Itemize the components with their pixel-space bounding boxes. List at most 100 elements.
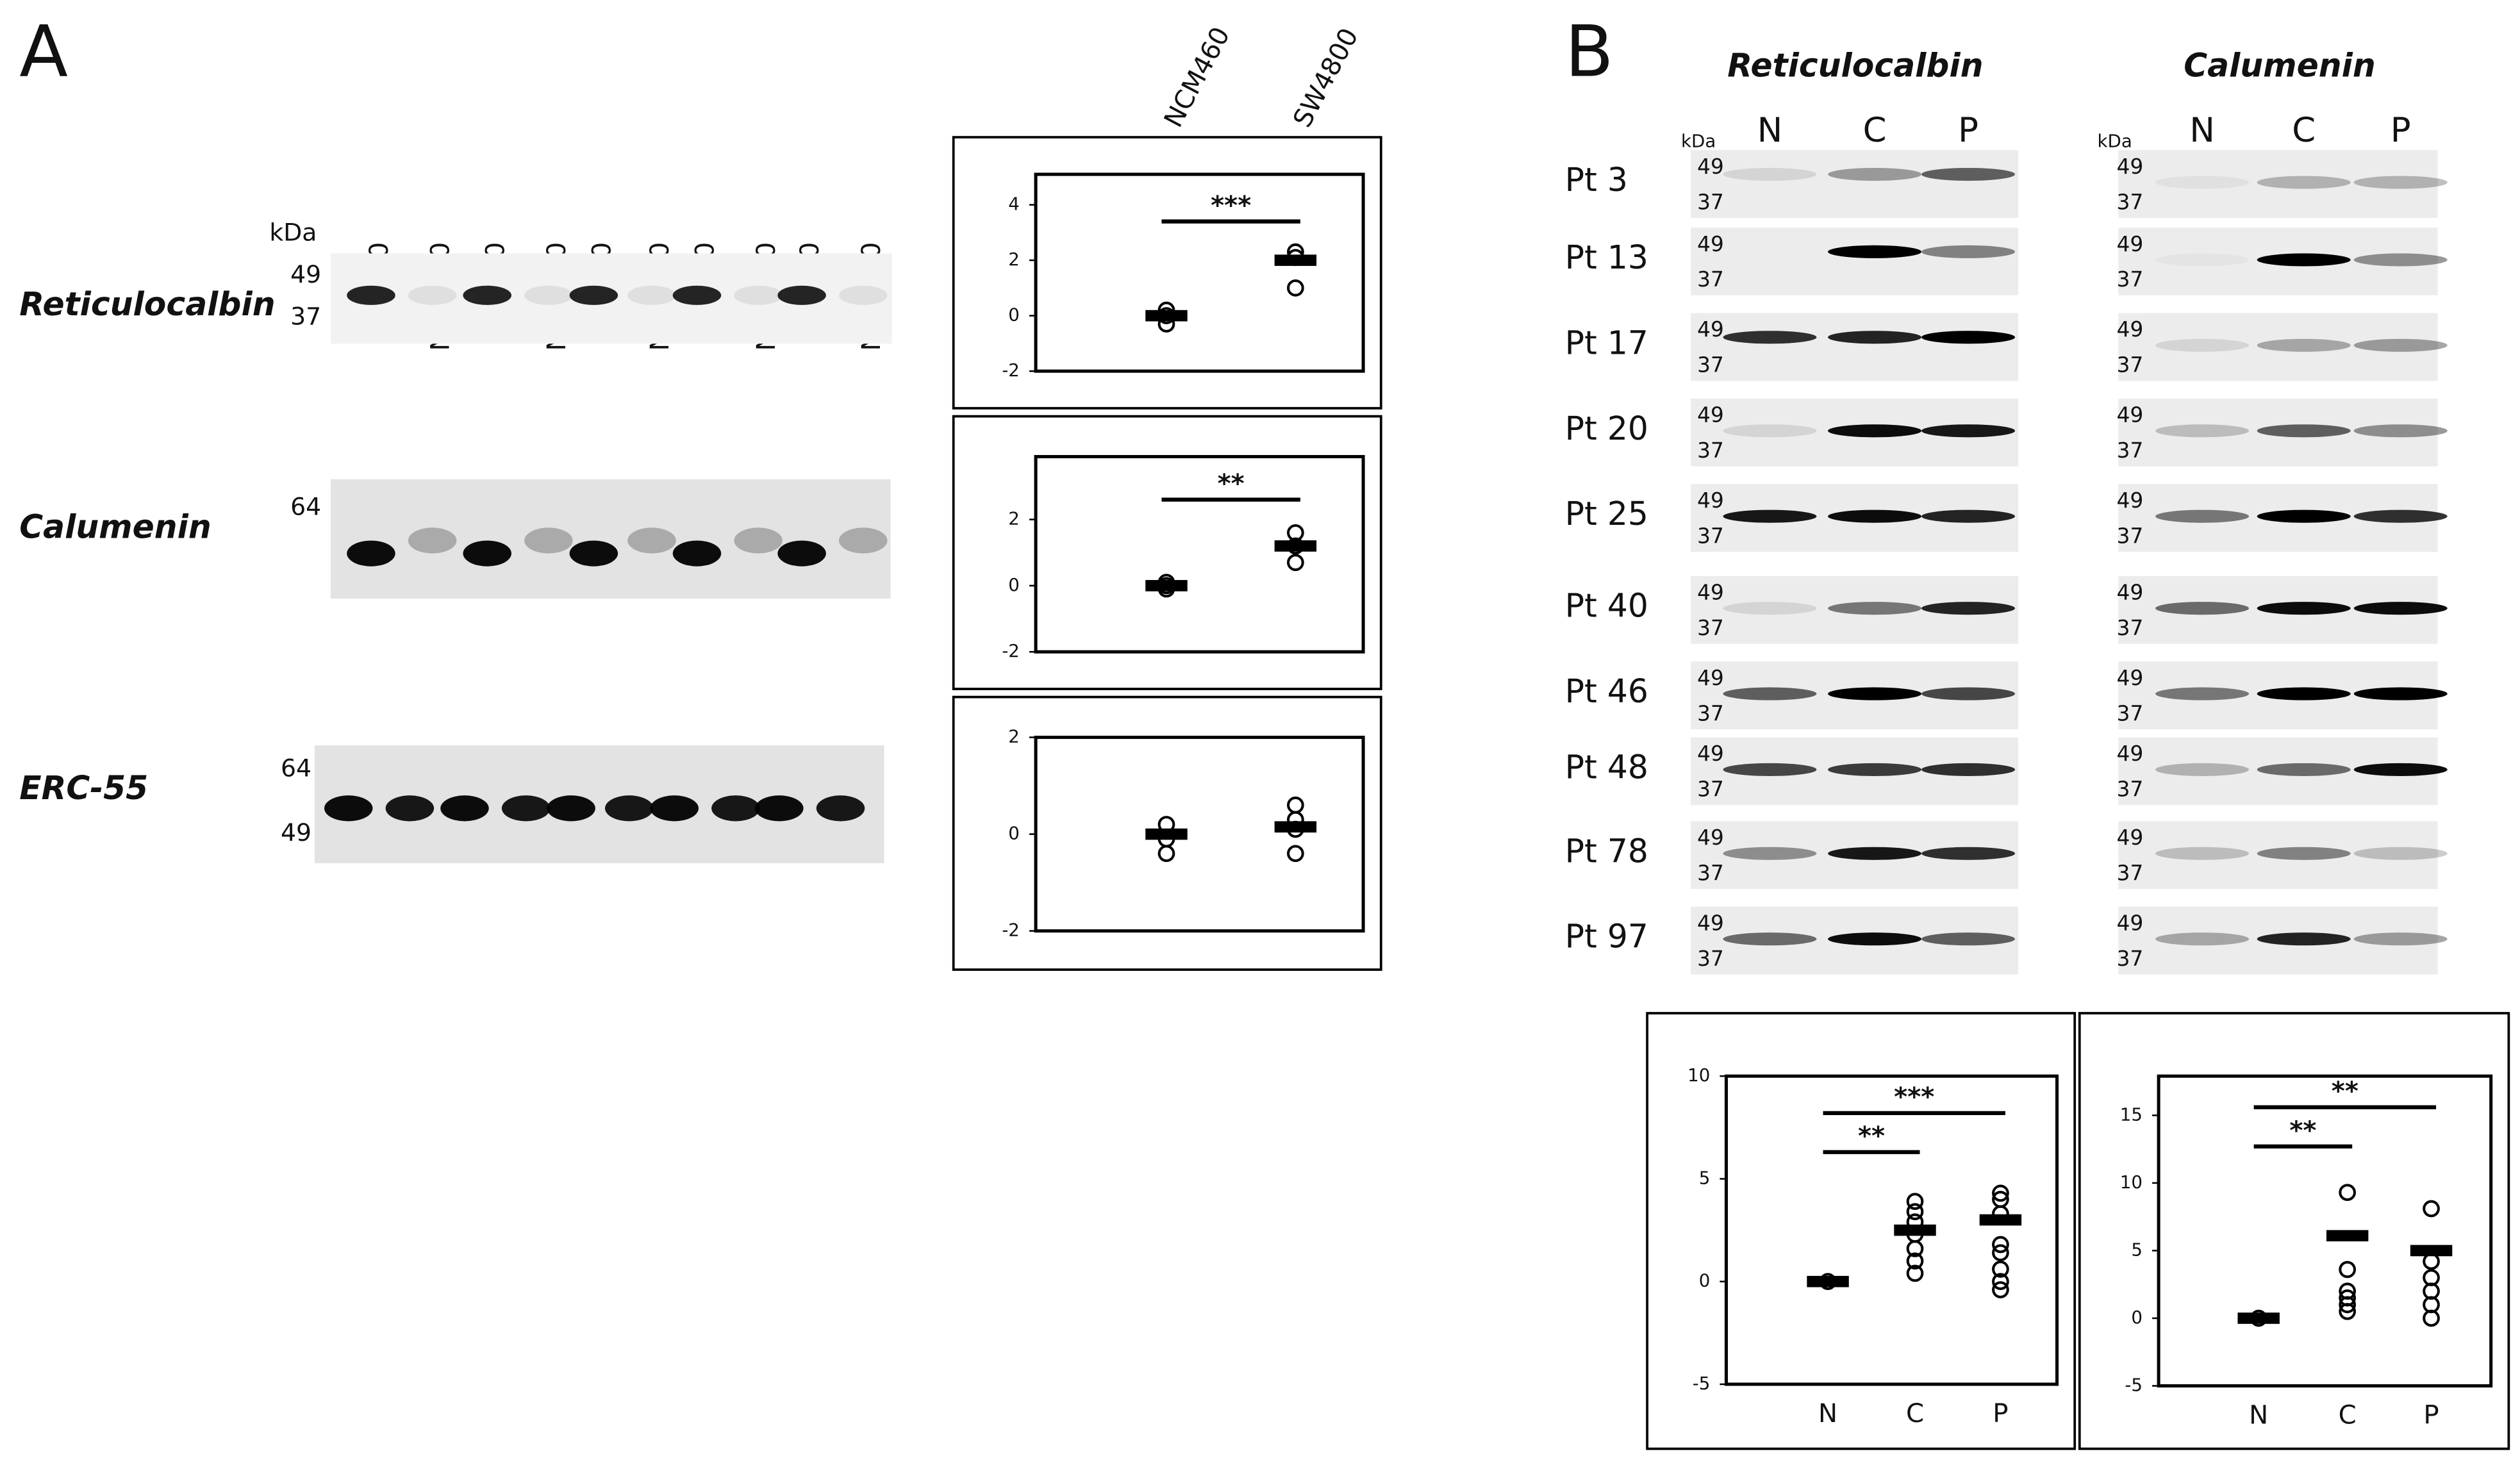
band [1921,847,2016,860]
marker-label: 49 [2117,825,2144,850]
band [547,795,595,822]
kda-label: kDa [269,219,317,247]
y-tick-label: 4 [1008,194,1020,215]
y-tick-label: 0 [2131,1307,2143,1328]
band [440,795,489,822]
band [711,795,760,822]
band [569,285,618,305]
band [1921,245,2016,258]
y-tick-label: -2 [1002,360,1020,381]
band [1828,932,1922,946]
data-point [1992,1244,2009,1262]
significance-label: *** [1894,1082,1934,1112]
marker-label: 49 [2117,666,2144,690]
marker-label: 49 [2117,488,2144,513]
patient-label: Pt 48 [1565,748,1648,786]
data-point [2339,1296,2356,1314]
data-point [2423,1309,2440,1327]
patient-label: Pt 78 [1565,832,1648,870]
band [2353,176,2448,189]
category-label: NCM460 [1159,22,1236,133]
blot [2118,821,2438,890]
marker-label: 37 [2117,190,2144,214]
patient-label: Pt 97 [1565,918,1648,956]
marker-label: 49 [2117,581,2144,605]
band [2257,253,2351,267]
y-tick-label: 15 [2120,1104,2143,1125]
y-tick-label: 5 [1699,1167,1711,1188]
marker-label: 37 [1697,190,1724,214]
band [1921,424,2016,438]
protein-label: Reticulocalbin [19,285,275,323]
patient-label: Pt 20 [1565,410,1648,447]
band [1921,331,2016,344]
data-point [1287,537,1304,555]
data-point [1906,1252,1924,1270]
data-point [1287,811,1304,829]
y-tick-label: -2 [1002,640,1020,661]
band [1723,602,1817,615]
band [2257,176,2351,189]
band [1921,602,2016,615]
data-point [1287,845,1304,863]
marker-label: 64 [290,493,321,521]
band [1828,424,1922,438]
marker-label: 37 [1697,267,1724,292]
patient-label: Pt 13 [1565,238,1648,276]
marker-label: 37 [1697,861,1724,886]
band [2155,763,2250,776]
data-point [1906,1264,1924,1282]
band [1921,687,2016,700]
protein-title: Calumenin [2184,46,2375,84]
marker-label: 37 [1697,616,1724,640]
kda-label: kDa [1681,131,1716,152]
protein-label: ERC-55 [19,769,148,807]
protein-title: Reticulocalbin [1727,46,1983,84]
band [604,795,654,822]
panel-label: B [1565,11,1614,94]
plot-area [1034,736,1365,933]
band [2257,424,2351,438]
band [463,540,511,567]
category-label: N [1818,1399,1837,1428]
band [2155,687,2250,700]
category-label: SW4800 [1288,24,1364,133]
y-tick-label: 0 [1008,823,1020,844]
y-tick-label: -2 [1002,920,1020,941]
band [463,285,511,305]
data-point [2339,1184,2356,1202]
band [2353,687,2448,700]
data-point [2423,1200,2440,1218]
panel-label: A [19,11,68,94]
lane-label: C [2292,111,2316,150]
panel-frame [952,136,1382,410]
band [408,285,457,305]
band [408,527,457,554]
band [1828,847,1922,860]
band [524,527,573,554]
band [2353,847,2448,860]
data-point [1992,1281,2009,1298]
marker-label: 37 [2117,701,2144,725]
band [2257,763,2351,776]
mean-bar [2237,1312,2280,1324]
band [816,795,865,822]
marker-label: 37 [1697,947,1724,971]
band [777,540,826,567]
panel-frame [952,415,1382,690]
patient-label: Pt 17 [1565,324,1648,361]
data-point [1287,249,1304,267]
marker-label: 49 [2117,317,2144,342]
band [1723,847,1817,860]
data-point [1992,1184,2009,1202]
data-point [1906,1213,1924,1231]
y-tick-label: 10 [2120,1171,2143,1193]
band [347,285,395,305]
y-tick-label: 2 [1008,508,1020,529]
band [1921,509,2016,523]
marker-label: 49 [2117,232,2144,256]
band [627,285,676,305]
marker-label: 49 [1697,741,1724,766]
band [672,540,722,567]
